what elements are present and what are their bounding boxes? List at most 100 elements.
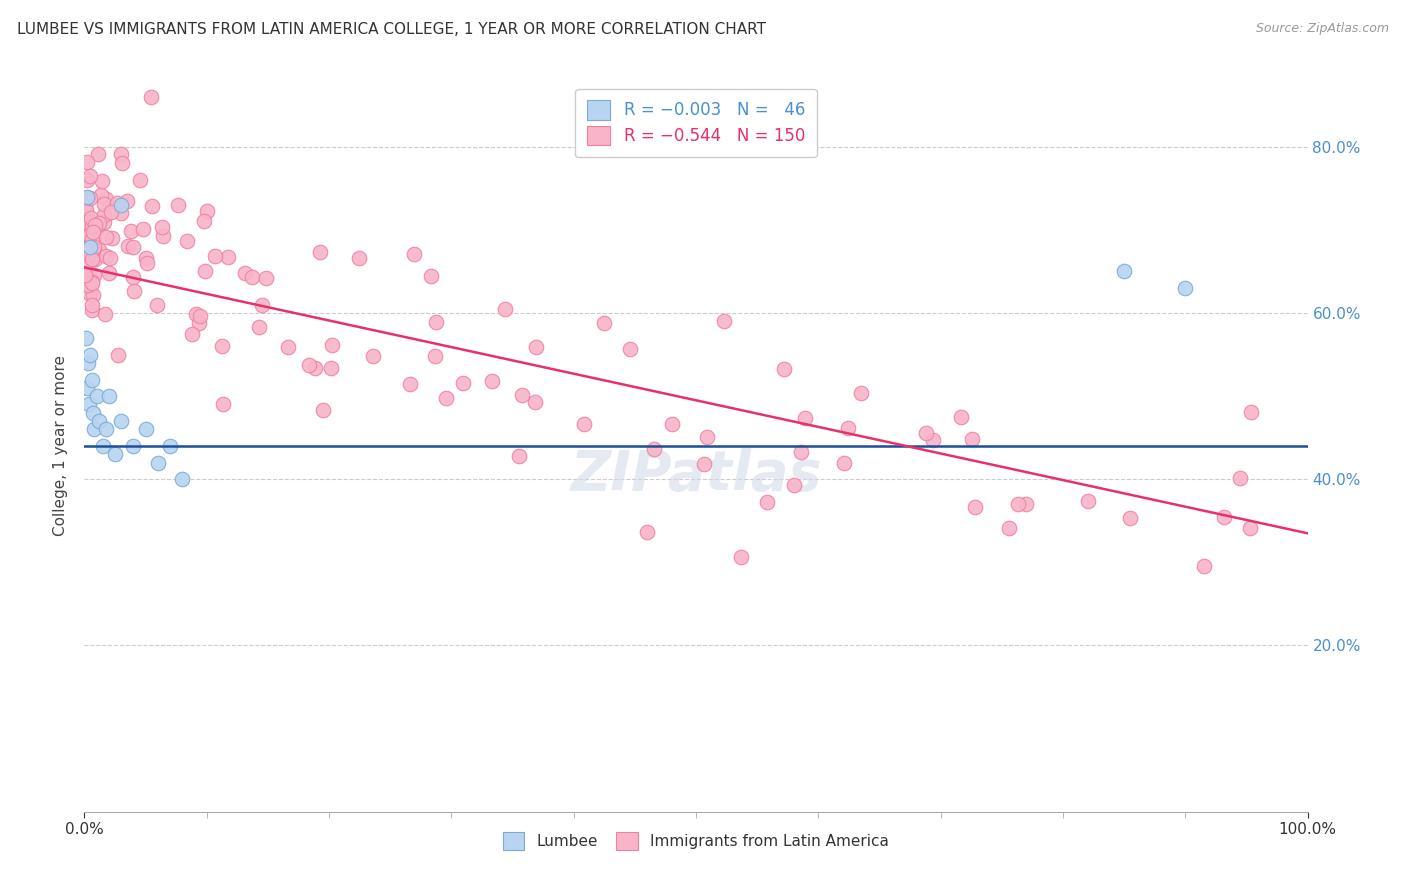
Point — [235, 267, 257, 281]
Point — [949, 410, 972, 425]
Point — [89, 216, 111, 230]
Point — [789, 445, 811, 459]
Point — [1007, 497, 1029, 511]
Point — [730, 549, 752, 564]
Point — [76, 189, 98, 203]
Point — [121, 270, 143, 285]
Point — [1114, 264, 1136, 278]
Point — [93, 215, 115, 229]
Point — [254, 270, 277, 285]
Point — [83, 268, 105, 283]
Point — [1239, 521, 1261, 535]
Point — [141, 90, 163, 104]
Y-axis label: College, 1 year or more: College, 1 year or more — [53, 356, 69, 536]
Point — [82, 225, 104, 239]
Point — [309, 244, 332, 259]
Point — [110, 206, 132, 220]
Point — [425, 315, 447, 329]
Text: LUMBEE VS IMMIGRANTS FROM LATIN AMERICA COLLEGE, 1 YEAR OR MORE CORRELATION CHAR: LUMBEE VS IMMIGRANTS FROM LATIN AMERICA … — [17, 22, 766, 37]
Point — [304, 360, 326, 375]
Point — [361, 349, 384, 363]
Point — [693, 457, 716, 471]
Point — [84, 247, 107, 261]
Point — [82, 276, 104, 290]
Point — [1192, 559, 1215, 574]
Point — [94, 249, 117, 263]
Point — [91, 439, 114, 453]
Point — [494, 302, 516, 317]
Point — [277, 340, 299, 354]
Point — [1229, 471, 1251, 485]
Point — [80, 275, 103, 289]
Point — [152, 229, 174, 244]
Point — [146, 297, 169, 311]
Point — [181, 327, 204, 342]
Point — [998, 521, 1021, 535]
Point — [75, 268, 97, 282]
Point — [75, 331, 97, 345]
Point — [111, 156, 134, 170]
Point — [837, 420, 859, 434]
Point — [93, 196, 115, 211]
Point — [592, 316, 614, 330]
Point — [91, 174, 114, 188]
Point — [1174, 281, 1197, 295]
Point — [619, 342, 641, 356]
Point — [87, 414, 110, 428]
Point — [75, 249, 97, 263]
Point — [84, 252, 107, 266]
Point — [172, 472, 194, 486]
Point — [963, 500, 986, 515]
Point — [79, 239, 101, 253]
Point — [76, 155, 98, 169]
Point — [481, 374, 503, 388]
Point — [1015, 497, 1038, 511]
Point — [105, 196, 128, 211]
Point — [94, 307, 117, 321]
Point — [321, 337, 343, 351]
Point — [104, 447, 127, 461]
Point — [79, 227, 101, 242]
Point — [636, 524, 658, 539]
Point — [713, 313, 735, 327]
Point — [319, 361, 342, 376]
Point — [120, 224, 142, 238]
Point — [347, 251, 370, 265]
Point — [643, 442, 665, 456]
Point — [83, 240, 105, 254]
Point — [122, 439, 145, 453]
Point — [772, 362, 794, 376]
Legend: Lumbee, Immigrants from Latin America: Lumbee, Immigrants from Latin America — [494, 823, 898, 859]
Point — [76, 381, 98, 395]
Point — [186, 307, 208, 321]
Point — [176, 234, 198, 248]
Point — [194, 264, 217, 278]
Point — [141, 199, 163, 213]
Point — [82, 406, 104, 420]
Point — [87, 243, 110, 257]
Point — [425, 349, 447, 363]
Point — [77, 267, 100, 281]
Point — [94, 192, 117, 206]
Point — [217, 250, 239, 264]
Point — [79, 287, 101, 301]
Point — [696, 430, 718, 444]
Point — [135, 256, 157, 270]
Point — [135, 251, 157, 265]
Point — [661, 417, 683, 432]
Point — [420, 269, 443, 284]
Point — [524, 340, 547, 354]
Point — [77, 397, 100, 411]
Point — [76, 173, 98, 187]
Point — [188, 316, 211, 330]
Point — [82, 252, 104, 267]
Point — [90, 187, 112, 202]
Point — [1213, 509, 1236, 524]
Point — [783, 478, 806, 492]
Point — [73, 227, 96, 242]
Point — [93, 208, 115, 222]
Point — [82, 219, 104, 233]
Point — [252, 298, 274, 312]
Point — [508, 449, 530, 463]
Point — [80, 232, 103, 246]
